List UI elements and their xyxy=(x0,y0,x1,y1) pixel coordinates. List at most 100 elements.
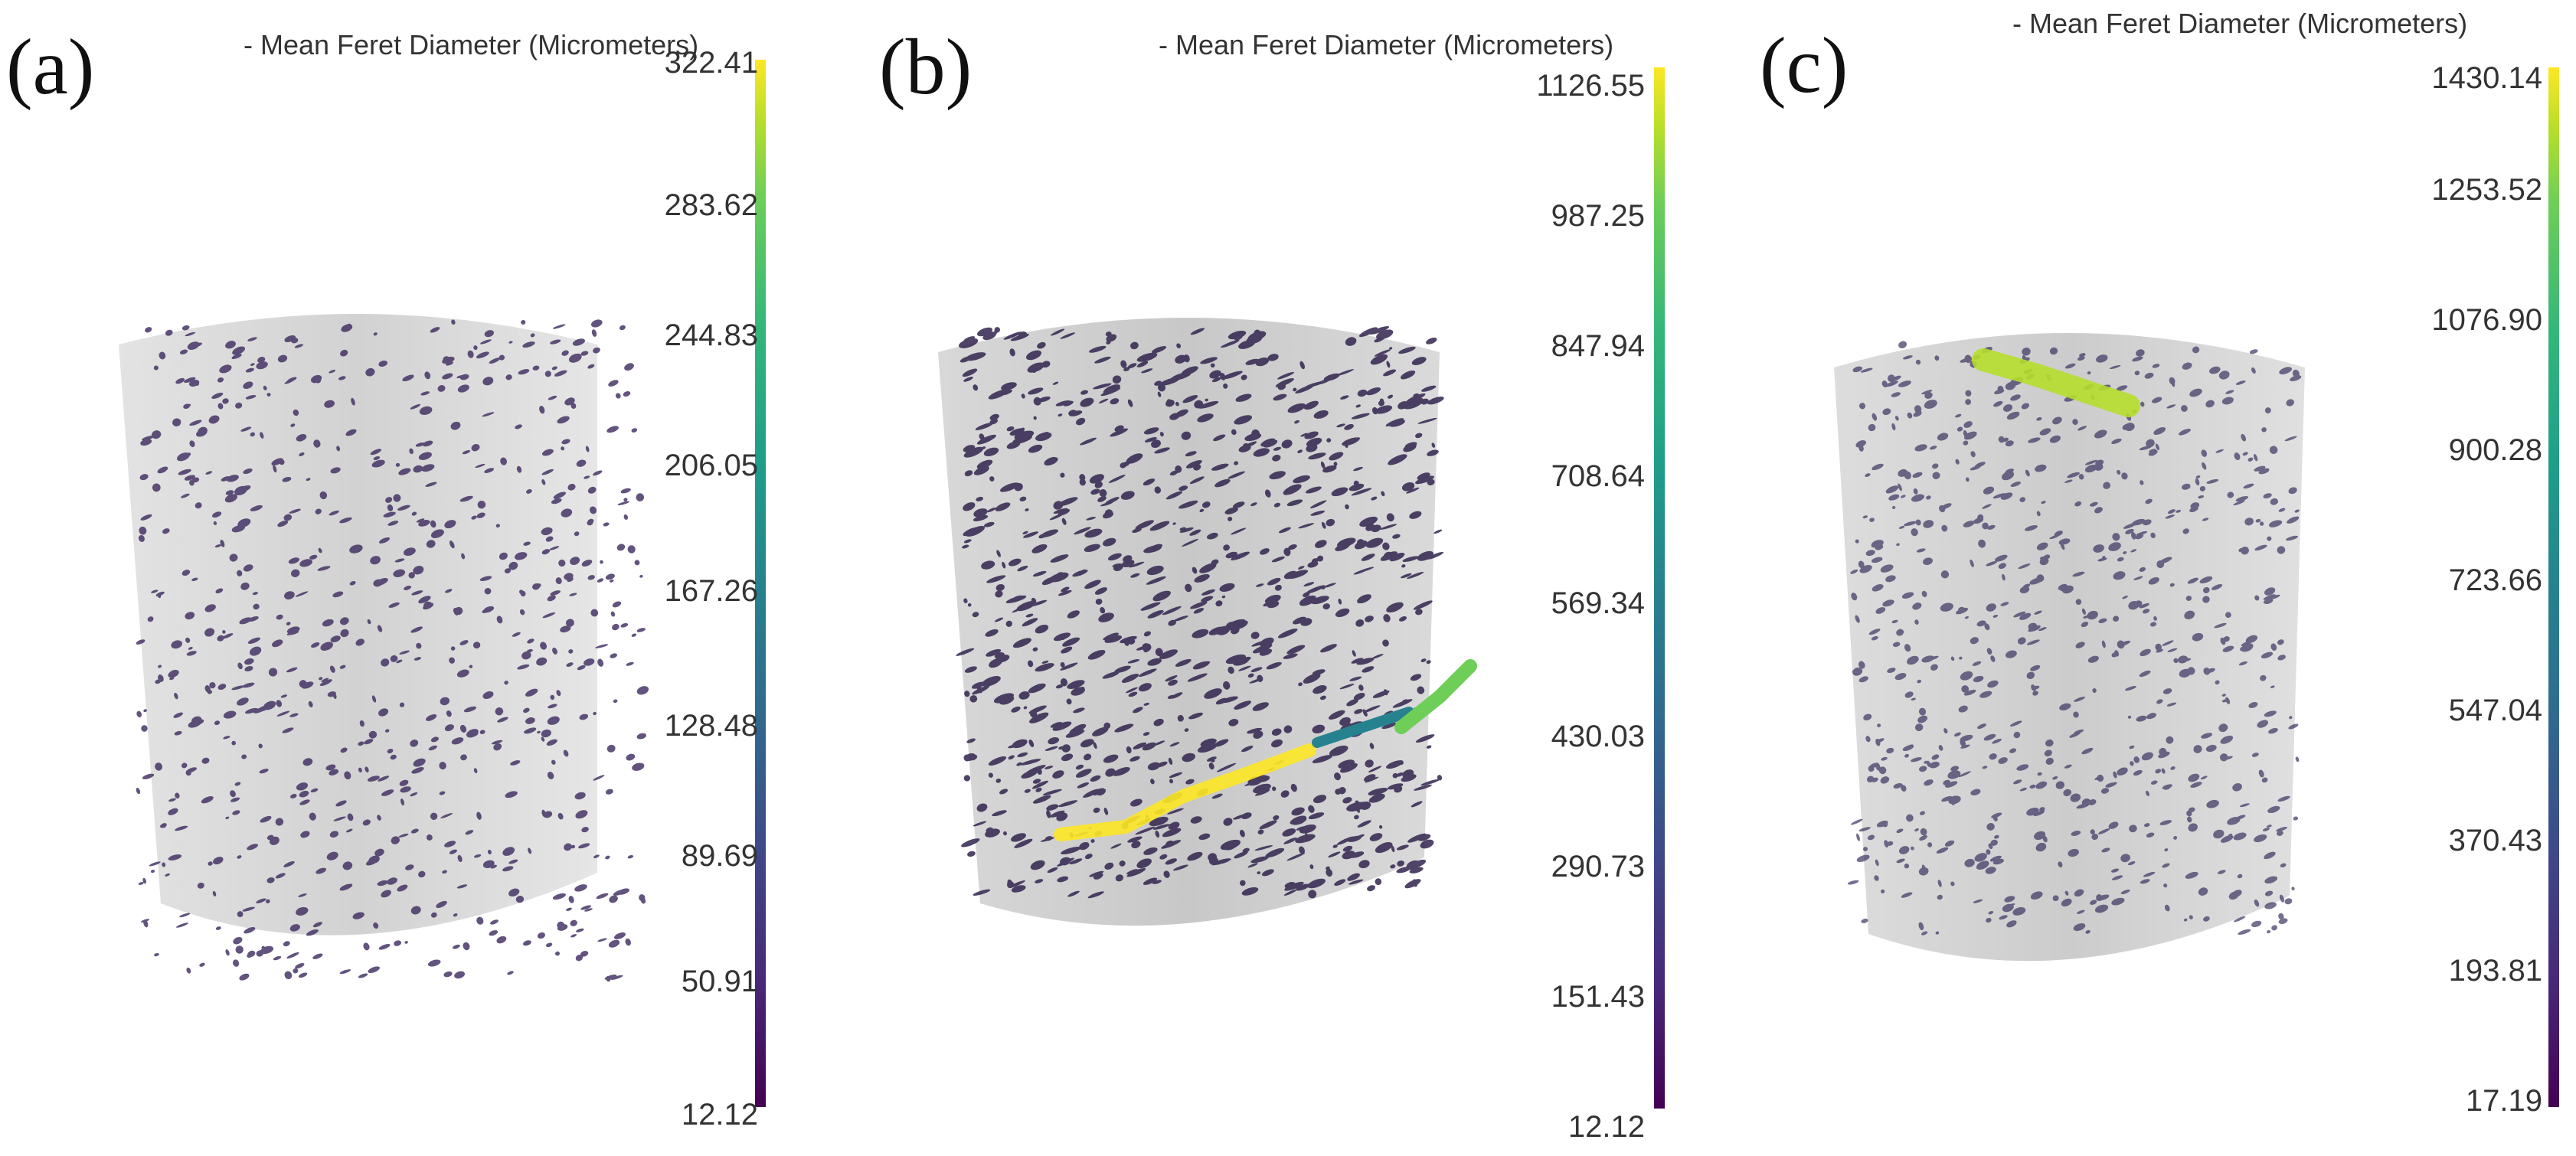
pore-particle xyxy=(504,681,508,685)
pore-particle xyxy=(1955,413,1962,418)
pore-particle xyxy=(551,366,557,371)
pore-particle xyxy=(1201,501,1211,508)
pore-particle xyxy=(554,370,567,377)
pore-particle xyxy=(462,449,471,455)
pore-particle xyxy=(1261,869,1274,877)
pore-particle xyxy=(1147,658,1162,666)
pore-particle xyxy=(1294,420,1299,424)
pore-particle xyxy=(239,617,252,625)
colorbar-tick: 17.19 xyxy=(2465,1084,2542,1118)
pore-particle xyxy=(1143,631,1151,637)
pore-particle xyxy=(1168,619,1177,626)
pore-particle xyxy=(212,511,222,518)
pore-particle xyxy=(623,514,628,520)
pore-particle xyxy=(610,653,618,658)
pore-particle xyxy=(243,381,253,390)
pore-particle xyxy=(575,810,588,819)
pore-particle xyxy=(560,625,571,633)
pore-particle xyxy=(1893,783,1903,789)
pore-particle xyxy=(1397,860,1405,867)
pore-particle xyxy=(1259,648,1273,656)
pore-particle xyxy=(2028,622,2037,630)
pore-particle xyxy=(1912,602,1922,610)
pore-particle xyxy=(225,949,230,956)
pore-particle xyxy=(1390,864,1396,869)
pore-particle xyxy=(1104,509,1113,518)
pore-particle xyxy=(1898,525,1905,529)
pore-particle xyxy=(475,463,485,469)
pore-particle xyxy=(242,906,255,912)
pore-particle xyxy=(1284,881,1304,891)
pore-particle xyxy=(1932,463,1939,469)
pore-particle xyxy=(201,796,214,804)
pore-particle xyxy=(165,873,171,877)
pore-particle xyxy=(1163,870,1170,878)
pore-particle xyxy=(1977,514,1984,521)
pore-particle xyxy=(320,642,333,651)
pore-particle xyxy=(273,955,282,961)
pore-particle xyxy=(1025,350,1042,361)
pore-particle xyxy=(1856,833,1860,841)
pore-particle xyxy=(1976,620,1986,627)
pore-particle xyxy=(963,446,984,458)
pore-particle xyxy=(371,459,385,468)
pore-particle xyxy=(1151,346,1167,354)
pore-particle xyxy=(2244,518,2254,526)
pore-particle xyxy=(2133,600,2143,608)
pore-particle xyxy=(1898,341,1907,349)
pore-particle xyxy=(484,468,495,473)
pore-particle xyxy=(1987,524,1996,530)
pore-particle xyxy=(1899,846,1910,854)
pore-particle xyxy=(2162,863,2170,868)
pore-particle xyxy=(2064,764,2072,769)
pore-particle xyxy=(2117,557,2124,562)
pore-particle xyxy=(174,692,178,700)
pore-particle xyxy=(1329,452,1344,461)
pore-particle xyxy=(215,588,224,594)
pore-particle xyxy=(1050,722,1063,728)
pore-particle xyxy=(1307,561,1319,568)
pore-particle xyxy=(2167,509,2176,514)
colorbar-tick: 151.43 xyxy=(1551,980,1645,1014)
pore-particle xyxy=(2162,640,2174,646)
pore-particle xyxy=(308,700,313,707)
pore-particle xyxy=(2001,471,2015,481)
pore-particle xyxy=(584,475,590,479)
pore-particle xyxy=(545,942,553,948)
pore-particle xyxy=(1852,366,1862,373)
pore-particle xyxy=(2156,699,2163,704)
pore-particle xyxy=(1211,559,1219,566)
pore-particle xyxy=(1855,440,1866,448)
pore-particle xyxy=(496,616,503,624)
pore-particle xyxy=(2081,747,2094,755)
pore-particle xyxy=(410,792,418,797)
pore-particle xyxy=(1187,673,1208,682)
pore-particle xyxy=(329,510,339,516)
pore-particle xyxy=(2064,363,2076,369)
pore-particle xyxy=(2035,464,2047,472)
pore-particle xyxy=(1141,368,1153,374)
pore-particle xyxy=(1169,742,1180,747)
pore-particle xyxy=(1382,639,1389,647)
pore-particle xyxy=(1027,362,1044,373)
pore-particle xyxy=(1307,878,1326,889)
pore-particle xyxy=(2136,349,2145,357)
pore-particle xyxy=(260,815,272,823)
pore-particle xyxy=(996,550,1001,557)
pore-particle xyxy=(157,466,168,474)
pore-particle xyxy=(587,486,597,494)
pore-particle xyxy=(1901,495,1906,498)
pore-particle xyxy=(2077,356,2085,361)
pore-particle xyxy=(1254,789,1270,796)
pore-particle xyxy=(277,354,288,363)
pore-particle xyxy=(1216,763,1237,772)
pore-particle xyxy=(1129,341,1139,350)
pore-particle xyxy=(1944,840,1955,847)
pore-particle xyxy=(1063,400,1074,407)
pore-particle xyxy=(1303,582,1315,587)
pore-particle xyxy=(1868,423,1876,432)
colorbar-tick: 723.66 xyxy=(2448,563,2542,597)
pore-particle xyxy=(2087,371,2091,375)
pore-particle xyxy=(2220,834,2234,843)
pore-particle xyxy=(1919,835,1927,841)
